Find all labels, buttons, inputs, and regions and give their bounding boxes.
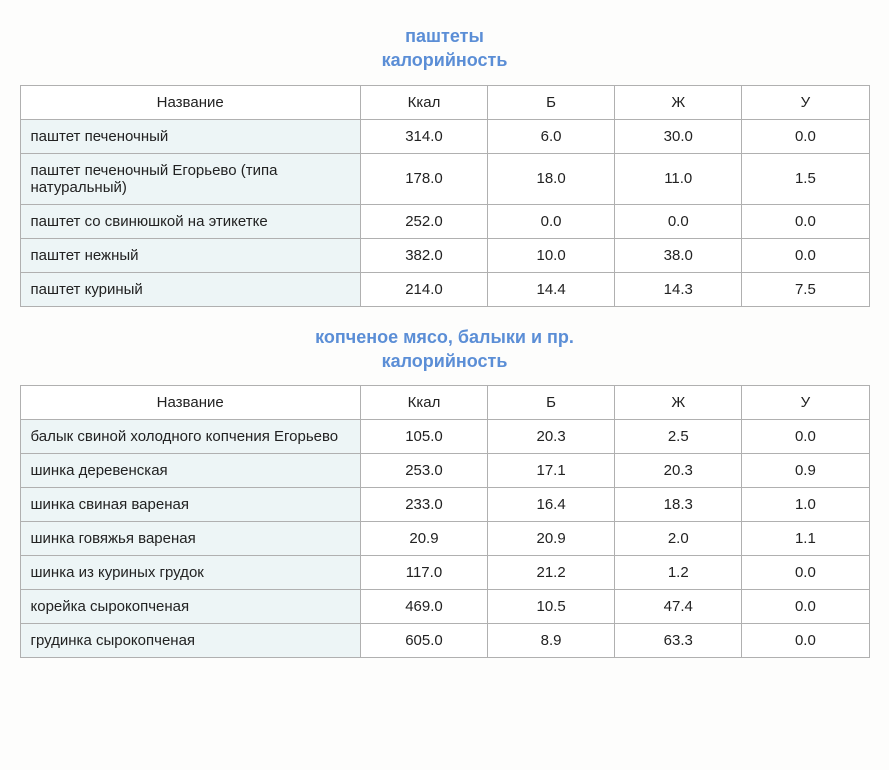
table-row: шинка свиная вареная233.016.418.31.0 — [20, 488, 869, 522]
cell-j: 20.3 — [615, 454, 742, 488]
cell-name: паштет печеночный — [20, 119, 360, 153]
table-row: паштет нежный382.010.038.00.0 — [20, 238, 869, 272]
cell-u: 0.0 — [742, 238, 869, 272]
table-row: шинка из куриных грудок117.021.21.20.0 — [20, 556, 869, 590]
cell-kcal: 117.0 — [360, 556, 487, 590]
cell-b: 20.9 — [488, 522, 615, 556]
col-j: Ж — [615, 386, 742, 420]
cell-j: 38.0 — [615, 238, 742, 272]
section1-title-line2: калорийность — [382, 50, 508, 70]
cell-b: 6.0 — [488, 119, 615, 153]
cell-u: 1.5 — [742, 153, 869, 204]
cell-name: шинка свиная вареная — [20, 488, 360, 522]
cell-kcal: 233.0 — [360, 488, 487, 522]
col-b: Б — [488, 386, 615, 420]
cell-name: паштет нежный — [20, 238, 360, 272]
cell-name: паштет куриный — [20, 272, 360, 306]
cell-name: шинка из куриных грудок — [20, 556, 360, 590]
cell-name: шинка говяжья вареная — [20, 522, 360, 556]
cell-kcal: 20.9 — [360, 522, 487, 556]
cell-b: 17.1 — [488, 454, 615, 488]
cell-u: 0.0 — [742, 556, 869, 590]
cell-u: 0.0 — [742, 204, 869, 238]
cell-b: 8.9 — [488, 624, 615, 658]
section1-title: паштеты калорийность — [18, 24, 871, 73]
cell-name: корейка сырокопченая — [20, 590, 360, 624]
section2-body: балык свиной холодного копчения Егорьево… — [20, 420, 869, 658]
cell-b: 10.0 — [488, 238, 615, 272]
cell-j: 1.2 — [615, 556, 742, 590]
cell-b: 14.4 — [488, 272, 615, 306]
cell-j: 2.5 — [615, 420, 742, 454]
cell-u: 0.0 — [742, 624, 869, 658]
cell-u: 7.5 — [742, 272, 869, 306]
table-row: паштет печеночный314.06.030.00.0 — [20, 119, 869, 153]
cell-name: паштет печеночный Егорьево (типа натурал… — [20, 153, 360, 204]
col-name: Название — [20, 85, 360, 119]
col-u: У — [742, 386, 869, 420]
col-kcal: Ккал — [360, 386, 487, 420]
cell-b: 21.2 — [488, 556, 615, 590]
cell-j: 30.0 — [615, 119, 742, 153]
section2-title-line1: копченое мясо, балыки и пр. — [315, 327, 574, 347]
cell-u: 0.0 — [742, 420, 869, 454]
section2-title: копченое мясо, балыки и пр. калорийность — [18, 325, 871, 374]
cell-kcal: 178.0 — [360, 153, 487, 204]
section1-body: паштет печеночный314.06.030.00.0паштет п… — [20, 119, 869, 306]
cell-kcal: 253.0 — [360, 454, 487, 488]
cell-kcal: 252.0 — [360, 204, 487, 238]
cell-u: 1.1 — [742, 522, 869, 556]
cell-j: 2.0 — [615, 522, 742, 556]
table-header-row: Название Ккал Б Ж У — [20, 386, 869, 420]
cell-kcal: 105.0 — [360, 420, 487, 454]
col-b: Б — [488, 85, 615, 119]
cell-kcal: 214.0 — [360, 272, 487, 306]
cell-kcal: 469.0 — [360, 590, 487, 624]
cell-name: шинка деревенская — [20, 454, 360, 488]
cell-kcal: 382.0 — [360, 238, 487, 272]
col-j: Ж — [615, 85, 742, 119]
cell-b: 0.0 — [488, 204, 615, 238]
cell-u: 1.0 — [742, 488, 869, 522]
table-row: паштет куриный214.014.414.37.5 — [20, 272, 869, 306]
table-row: балык свиной холодного копчения Егорьево… — [20, 420, 869, 454]
cell-j: 0.0 — [615, 204, 742, 238]
col-name: Название — [20, 386, 360, 420]
cell-b: 10.5 — [488, 590, 615, 624]
section1-table: Название Ккал Б Ж У паштет печеночный314… — [20, 85, 870, 307]
section2-table: Название Ккал Б Ж У балык свиной холодно… — [20, 385, 870, 658]
cell-b: 20.3 — [488, 420, 615, 454]
cell-j: 63.3 — [615, 624, 742, 658]
cell-b: 18.0 — [488, 153, 615, 204]
table-row: шинка деревенская253.017.120.30.9 — [20, 454, 869, 488]
table-row: паштет печеночный Егорьево (типа натурал… — [20, 153, 869, 204]
table-row: грудинка сырокопченая605.08.963.30.0 — [20, 624, 869, 658]
cell-name: балык свиной холодного копчения Егорьево — [20, 420, 360, 454]
cell-name: грудинка сырокопченая — [20, 624, 360, 658]
table-row: шинка говяжья вареная20.920.92.01.1 — [20, 522, 869, 556]
table-row: паштет со свинюшкой на этикетке252.00.00… — [20, 204, 869, 238]
cell-j: 11.0 — [615, 153, 742, 204]
cell-j: 14.3 — [615, 272, 742, 306]
cell-j: 18.3 — [615, 488, 742, 522]
table-row: корейка сырокопченая469.010.547.40.0 — [20, 590, 869, 624]
cell-kcal: 314.0 — [360, 119, 487, 153]
col-u: У — [742, 85, 869, 119]
cell-u: 0.0 — [742, 590, 869, 624]
section2-title-line2: калорийность — [382, 351, 508, 371]
col-kcal: Ккал — [360, 85, 487, 119]
cell-b: 16.4 — [488, 488, 615, 522]
section1-title-line1: паштеты — [405, 26, 484, 46]
cell-kcal: 605.0 — [360, 624, 487, 658]
cell-u: 0.9 — [742, 454, 869, 488]
cell-name: паштет со свинюшкой на этикетке — [20, 204, 360, 238]
cell-j: 47.4 — [615, 590, 742, 624]
table-header-row: Название Ккал Б Ж У — [20, 85, 869, 119]
cell-u: 0.0 — [742, 119, 869, 153]
